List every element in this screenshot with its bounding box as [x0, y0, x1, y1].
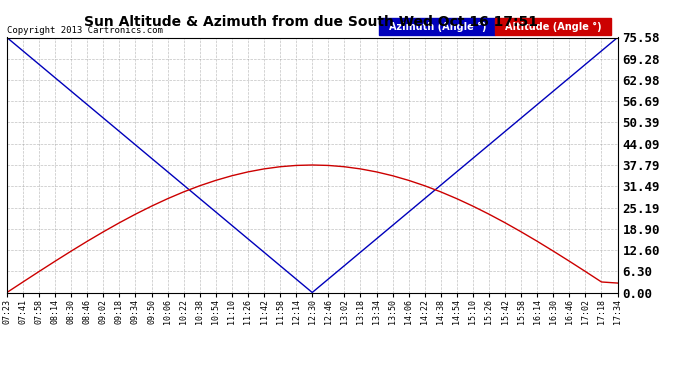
Bar — [495, 18, 611, 35]
Text: Azimuth (Angle °): Azimuth (Angle °) — [388, 22, 486, 32]
Text: Altitude (Angle °): Altitude (Angle °) — [505, 22, 602, 32]
Text: Copyright 2013 Cartronics.com: Copyright 2013 Cartronics.com — [7, 26, 163, 35]
Bar — [380, 18, 495, 35]
Text: Sun Altitude & Azimuth from due South Wed Oct 16 17:51: Sun Altitude & Azimuth from due South We… — [83, 15, 538, 29]
